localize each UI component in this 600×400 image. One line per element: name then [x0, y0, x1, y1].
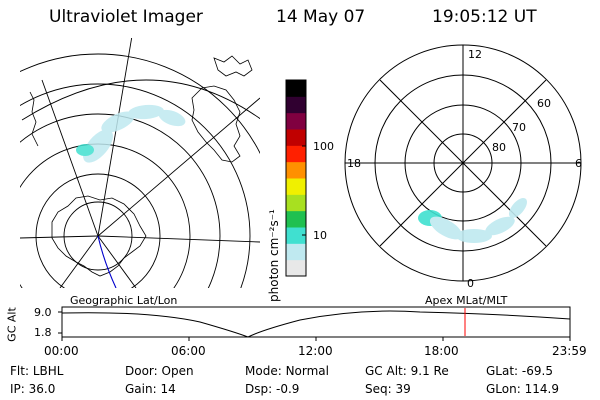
status-mode-label: Mode: — [245, 364, 282, 378]
color-bar-band — [286, 129, 306, 146]
altitude-frame — [61, 306, 571, 338]
color-bar-band — [286, 178, 306, 195]
status-seq-label: Seq: — [365, 382, 392, 396]
time-tick-2359: 23:59 — [552, 344, 587, 358]
satellite-track — [97, 235, 117, 288]
color-bar-band — [286, 161, 306, 179]
status-seq-value: 39 — [395, 382, 411, 396]
time-tick-0000: 00:00 — [44, 344, 79, 358]
geographic-caption: Geographic Lat/Lon — [70, 294, 178, 307]
altitude-tick-9: 9.0 — [34, 306, 52, 319]
time-label: 19:05:12 UT — [432, 7, 537, 27]
status-door-value: Open — [161, 364, 194, 378]
status-ip: IP: 36.0 — [10, 383, 55, 395]
aurora-oval-map — [76, 104, 186, 163]
horizon-arc — [21, 79, 260, 121]
status-glat: GLat: -69.5 — [486, 365, 553, 377]
color-bar-band — [286, 80, 306, 97]
status-glat-value: -69.5 — [521, 364, 553, 378]
coastline-fragment — [213, 55, 253, 77]
coastline-australia — [191, 85, 241, 163]
time-tick-0600: 06:00 — [171, 344, 206, 358]
date-label: 14 May 07 — [276, 7, 366, 27]
time-tick-1200: 12:00 — [298, 344, 333, 358]
apex-caption: Apex MLat/MLT — [425, 294, 508, 307]
aurora-oval-polar — [418, 198, 527, 243]
status-door-label: Door: — [125, 364, 158, 378]
altitude-tick-1_8: 1.8 — [34, 326, 52, 339]
color-bar-band — [286, 145, 306, 163]
status-door: Door: Open — [125, 365, 194, 377]
status-gain-value: 14 — [160, 382, 176, 396]
status-glat-label: GLat: — [486, 364, 519, 378]
status-gcalt-value: 9.1 Re — [410, 364, 449, 378]
status-flt-value: LBHL — [32, 364, 64, 378]
meridian-lines — [20, 38, 260, 288]
status-glon: GLon: 114.9 — [486, 383, 559, 395]
polar-mlt-6: 6 — [575, 157, 582, 170]
status-glon-label: GLon: — [486, 382, 521, 396]
polar-mlt-0: 0 — [467, 277, 474, 290]
status-ip-label: IP: — [10, 382, 25, 396]
polar-lat-70: 70 — [512, 121, 526, 134]
color-bar-gradient — [286, 80, 306, 277]
status-mode-value: Normal — [285, 364, 329, 378]
status-dsp-label: Dsp: — [245, 382, 273, 396]
status-seq: Seq: 39 — [365, 383, 411, 395]
color-bar-frame — [285, 79, 307, 277]
status-gain: Gain: 14 — [125, 383, 176, 395]
polar-lat-80: 80 — [492, 141, 506, 154]
status-gcalt: GC Alt: 9.1 Re — [365, 365, 449, 377]
polar-lat-60: 60 — [537, 97, 551, 110]
color-bar-band — [286, 96, 306, 114]
colorbar-label-10: 10 — [313, 229, 327, 242]
color-bar-band — [286, 243, 306, 261]
altitude-curve — [61, 310, 571, 338]
status-dsp: Dsp: -0.9 — [245, 383, 299, 395]
status-gcalt-label: GC Alt: — [365, 364, 407, 378]
time-axis-ticks — [61, 337, 571, 341]
status-flt-label: Flt: — [10, 364, 29, 378]
polar-mlt-12: 12 — [468, 48, 482, 61]
status-gain-label: Gain: — [125, 382, 157, 396]
status-dsp-value: -0.9 — [275, 382, 300, 396]
color-bar-band — [286, 210, 306, 228]
status-glon-value: 114.9 — [524, 382, 559, 396]
color-bar-band — [286, 194, 306, 212]
polar-diagonal-2 — [379, 79, 547, 247]
color-bar-band — [286, 259, 306, 277]
instrument-title: Ultraviolet Imager — [49, 7, 203, 27]
status-flt: Flt: LBHL — [10, 365, 63, 377]
color-bar-band — [286, 112, 306, 130]
colorbar-label-100: 100 — [313, 140, 334, 153]
color-bar-band — [286, 227, 306, 244]
status-ip-value: 36.0 — [28, 382, 56, 396]
status-mode: Mode: Normal — [245, 365, 329, 377]
coastline-fragment-2 — [29, 91, 39, 147]
polar-mlt-18: 18 — [347, 157, 361, 170]
coastline-antarctica — [51, 195, 147, 277]
time-tick-1800: 18:00 — [424, 344, 459, 358]
